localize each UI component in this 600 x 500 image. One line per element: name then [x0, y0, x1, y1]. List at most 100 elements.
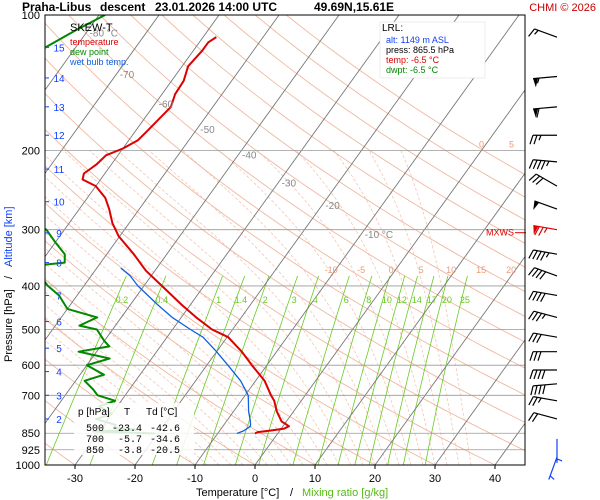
- wind-barb: [528, 249, 558, 261]
- table-row-850-p: 850: [86, 446, 104, 457]
- legend: SKEW-T temperature dew point wet bulb te…: [69, 22, 129, 67]
- wind-barb-feather: [540, 251, 546, 261]
- adiabat-label-380: 0: [389, 265, 394, 275]
- altitude-tick-label: 7: [56, 291, 62, 302]
- isotherm-label: -10 °C: [365, 230, 393, 241]
- wind-barb-staff: [534, 267, 558, 277]
- wind-barb-feather: [533, 135, 538, 145]
- altitude-tick-label: 10: [53, 198, 65, 209]
- dry-adiabat: [130, 15, 525, 293]
- summary-table-background: [74, 403, 194, 455]
- wind-barb-feather: [534, 226, 540, 236]
- mixing-ratio-label: 6: [344, 295, 349, 305]
- pressure-tick-label: 400: [22, 281, 40, 293]
- wind-barb: [529, 351, 557, 361]
- mixing-ratio-label: 1: [216, 295, 221, 305]
- wind-barb: [528, 332, 558, 344]
- wind-barb-feather: [532, 333, 538, 343]
- wind-barb: [528, 396, 558, 406]
- x-tick-label: 0: [252, 473, 258, 485]
- x-tick-label: 10: [309, 473, 321, 485]
- wind-barb-feather: [528, 173, 537, 181]
- adiabat-label-380: 5: [419, 265, 424, 275]
- adiabat-label-380: -5: [357, 265, 365, 275]
- isotherm-line: [374, 255, 525, 465]
- x-tick-label: -10: [187, 473, 203, 485]
- mixing-ratio-label: 0.4: [156, 295, 169, 305]
- adiabat-label-200: 5: [509, 139, 514, 149]
- adiabat-label-380: 20: [506, 265, 516, 275]
- lrl-box-background: [379, 21, 486, 79]
- legend-temperature: temperature: [70, 37, 119, 47]
- wind-barb: [533, 75, 558, 88]
- adiabat-label-380: -10: [325, 265, 338, 275]
- pressure-tick-label: 1000: [16, 460, 40, 472]
- isotherm-line: [45, 15, 220, 258]
- table-row-850-td: -20.5: [150, 446, 180, 457]
- table-row-850-t: -3.8: [118, 446, 142, 457]
- table-row-700-td: -34.6: [150, 435, 180, 446]
- y-axis-title-separator: /: [3, 275, 15, 279]
- altitude-tick-label: 2: [56, 415, 62, 426]
- y-axis-title-pressure: Pressure [hPa]: [3, 289, 15, 362]
- wind-barb-half-feather: [545, 252, 550, 258]
- wind-barb: [533, 224, 558, 236]
- header-station: Praha-Libus: [22, 0, 92, 14]
- isotherm-label: -50: [200, 125, 215, 136]
- altitude-tick-label: 5: [56, 344, 62, 355]
- x-tick-label: -20: [127, 473, 143, 485]
- wind-barb-feather: [535, 270, 543, 279]
- wind-barb: [533, 106, 558, 118]
- dry-adiabat: [254, 15, 525, 198]
- dry-adiabat: [45, 22, 525, 369]
- wind-barb: [528, 267, 558, 280]
- wind-barb: [529, 134, 557, 145]
- isotherm-label: -30: [282, 179, 297, 190]
- wind-barb-staff: [534, 200, 558, 210]
- wind-barb-feather: [532, 159, 538, 170]
- mixing-ratio-line: [258, 275, 319, 465]
- pressure-tick-label: 100: [22, 10, 40, 22]
- pressure-tick-label: 200: [22, 145, 40, 157]
- wind-barb-half-feather: [556, 458, 563, 462]
- wind-barb: [528, 412, 558, 423]
- isotherm-line: [314, 172, 525, 465]
- wind-barb-feather: [528, 267, 535, 276]
- mixing-ratio-label: 14: [412, 295, 422, 305]
- mixing-ratio-label: 4: [313, 295, 318, 305]
- series-line-temperature: [81, 36, 290, 435]
- wind-barb-feather: [540, 293, 546, 303]
- x-tick-label: -30: [67, 473, 83, 485]
- x-axis-title-mixing: Mixing ratio [g/kg]: [302, 487, 388, 499]
- wind-barb-feather: [536, 251, 542, 261]
- wind-barb-feather: [528, 396, 534, 406]
- wind-barb: [528, 28, 558, 38]
- wind-barb-half-feather: [546, 160, 550, 167]
- x-axis-title-temperature: Temperature [°C]: [196, 487, 279, 499]
- dry-adiabat: [161, 15, 525, 268]
- wind-barb-feather: [542, 384, 546, 395]
- altitude-tick-label: 8: [56, 259, 62, 270]
- pressure-tick-label: 700: [22, 390, 40, 402]
- wind-barb-feather: [530, 385, 534, 396]
- moist-adiabat: [148, 150, 388, 465]
- wind-barb-staff: [535, 173, 558, 187]
- isotherm-line: [434, 339, 525, 465]
- wind-barb-feather: [528, 159, 534, 169]
- altitude-tick-label: 4: [56, 368, 62, 379]
- wind-barb-feather: [531, 413, 539, 423]
- mixing-ratio-line: [387, 275, 435, 465]
- plot-frame: [44, 14, 526, 466]
- pressure-tick-label: 850: [22, 428, 40, 440]
- wind-barb-feather: [532, 291, 538, 301]
- mixing-ratio-label: 17: [427, 295, 437, 305]
- isotherm-line: [74, 15, 400, 465]
- wind-barb-half-feather: [543, 227, 548, 233]
- wind-barb: [530, 383, 558, 396]
- table-header-td: Td [°C]: [146, 407, 177, 418]
- grid-labels: -80 °C-70-60-50-40-30-20-10 °C0 5-10 -5 0 5 1…: [90, 29, 526, 305]
- x-axis-title: Temperature [°C] / Mixing ratio [g/kg]: [196, 487, 388, 499]
- dry-adiabat: [99, 15, 525, 317]
- table-row-700-t: -5.7: [118, 435, 142, 446]
- adiabat-label-200: 0: [479, 139, 484, 149]
